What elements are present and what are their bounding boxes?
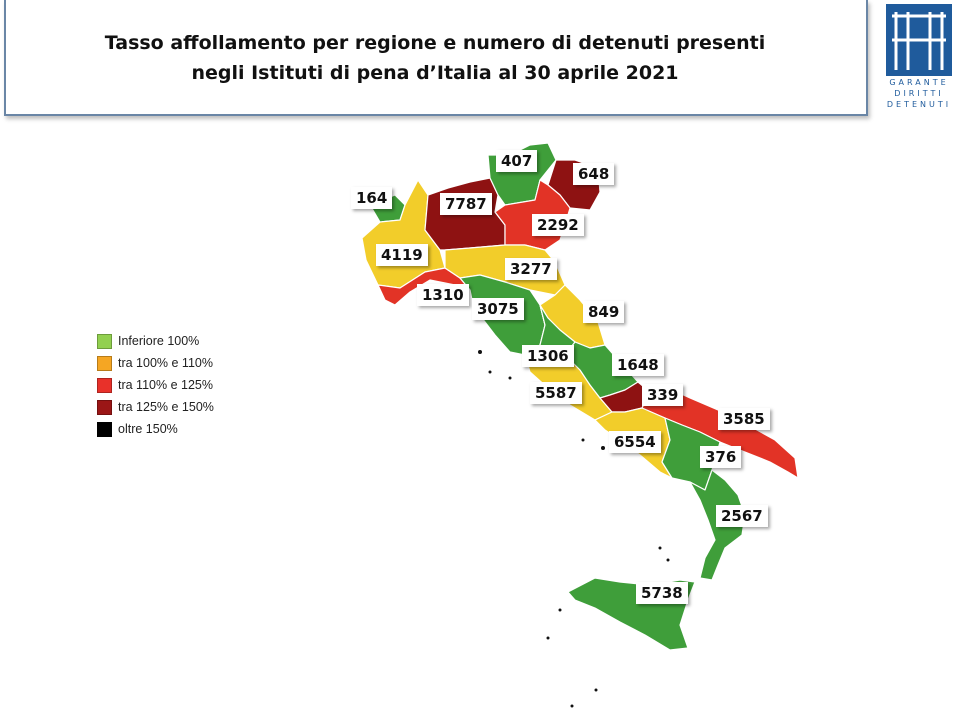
logo-mark-icon	[886, 4, 952, 76]
region-value-label: 849	[583, 301, 625, 323]
legend-label: tra 110% e 125%	[118, 378, 213, 392]
region-value-label: 3585	[718, 408, 770, 430]
region-value-label: 1648	[612, 354, 664, 376]
legend-swatch	[97, 377, 112, 393]
legend-swatch	[97, 355, 112, 371]
legend-swatch	[97, 399, 112, 415]
region-value-label: 2292	[532, 214, 584, 236]
region-value-label: 1310	[417, 284, 469, 306]
region-value-label: 339	[642, 384, 684, 406]
legend-item: Inferiore 100%	[97, 330, 214, 352]
legend: Inferiore 100% tra 100% e 110% tra 110% …	[97, 330, 214, 440]
region-value-label: 648	[573, 163, 615, 185]
legend-item: tra 100% e 110%	[97, 352, 214, 374]
region-value-label: 6554	[609, 431, 661, 453]
logo-text-line-3: DETENUTI	[886, 100, 952, 109]
page-title-line-1: Tasso affollamento per regione e numero …	[104, 32, 766, 54]
region-value-label: 7787	[440, 193, 492, 215]
region-value-label: 3277	[505, 258, 557, 280]
legend-label: oltre 150%	[118, 422, 178, 436]
region-value-label: 5587	[530, 382, 582, 404]
legend-label: tra 100% e 110%	[118, 356, 213, 370]
region-value-label: 2567	[716, 505, 768, 527]
region-value-label: 3075	[472, 298, 524, 320]
legend-swatch	[97, 333, 112, 349]
region-value-label: 1306	[522, 345, 574, 367]
garante-logo: GARANTE DIRITTI DETENUTI	[880, 4, 958, 112]
page-title-line-2: negli Istituti di pena d’Italia al 30 ap…	[191, 62, 679, 84]
logo-text-line-1: GARANTE	[889, 78, 949, 87]
legend-label: Inferiore 100%	[118, 334, 200, 348]
region-value-label: 164	[351, 187, 393, 209]
legend-label: tra 125% e 150%	[118, 400, 214, 414]
logo-text-line-2: DIRITTI	[894, 89, 944, 98]
legend-item: oltre 150%	[97, 418, 214, 440]
header-box	[4, 0, 868, 116]
region-value-label: 5738	[636, 582, 688, 604]
legend-item: tra 110% e 125%	[97, 374, 214, 396]
legend-item: tra 125% e 150%	[97, 396, 214, 418]
region-value-label: 376	[700, 446, 742, 468]
small-islands	[478, 350, 670, 708]
legend-swatch	[97, 421, 112, 437]
region-value-label: 407	[496, 150, 538, 172]
region-value-label: 4119	[376, 244, 428, 266]
